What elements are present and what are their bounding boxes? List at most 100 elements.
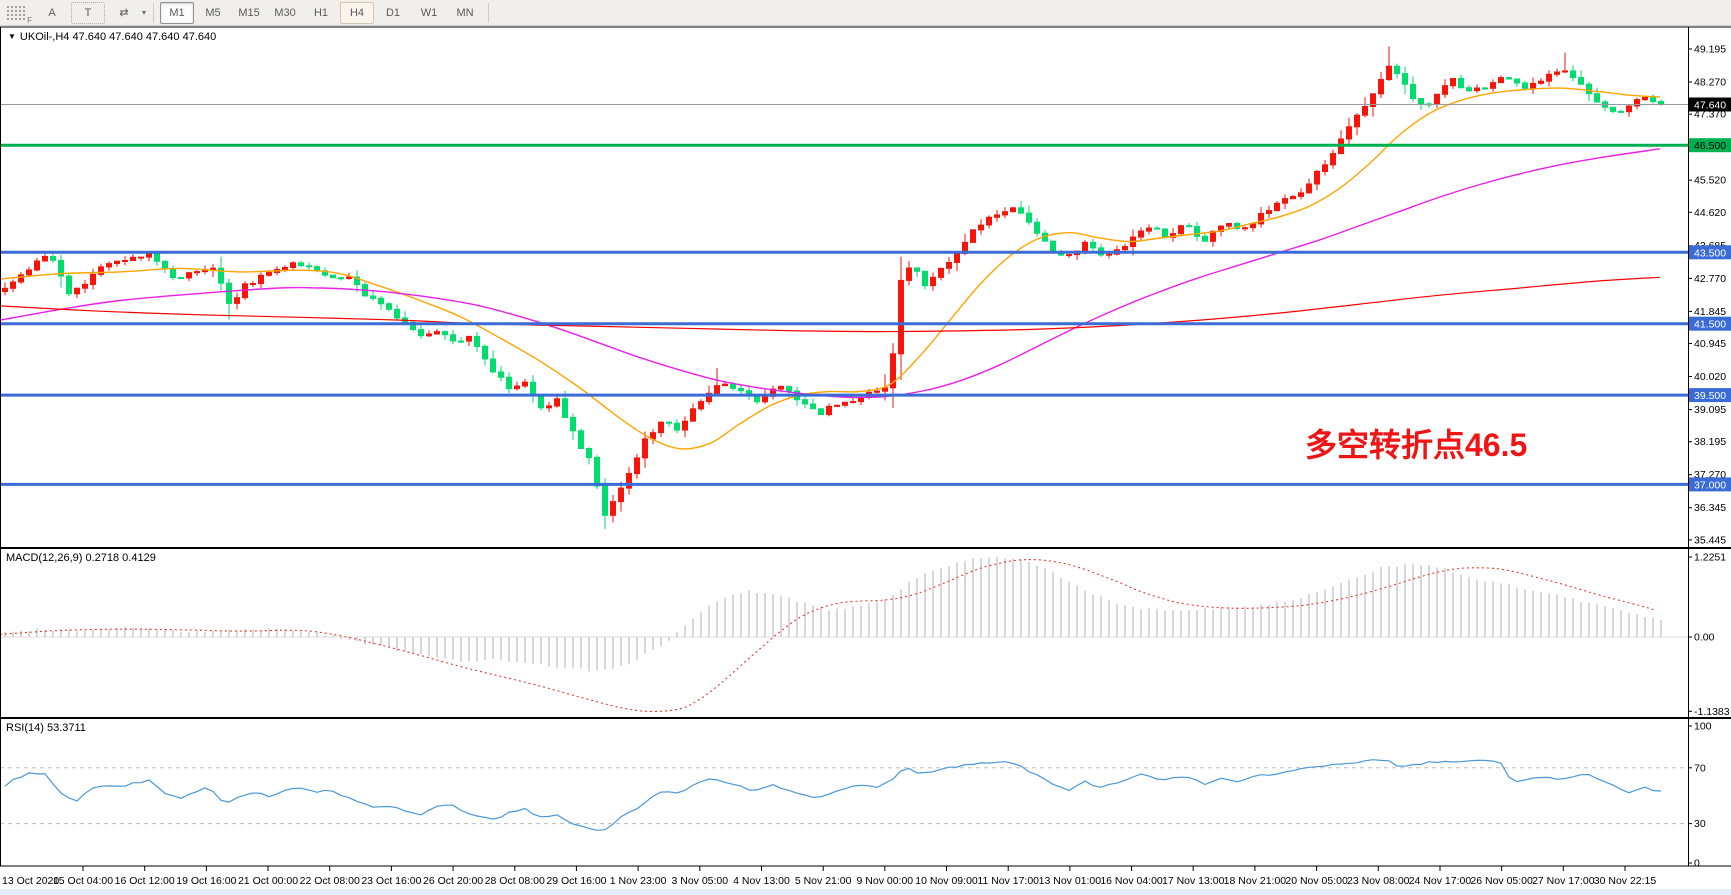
price-tick-label: 40.945 — [1694, 338, 1726, 350]
time-axis-label: 21 Oct 00:00 — [238, 875, 298, 887]
chart-background — [0, 26, 1731, 895]
chart-window: 49.19548.27047.37045.52044.62043.68542.7… — [0, 26, 1731, 895]
text-icon: T — [84, 6, 92, 19]
price-badge-47.640 — [1689, 97, 1731, 112]
toolbar-separator — [153, 2, 155, 23]
price-tick-label: 45.520 — [1694, 175, 1726, 187]
grip-f-label: F — [27, 16, 32, 25]
price-tick-label: 39.095 — [1694, 404, 1726, 416]
symbol-title: UKOil-,H4 47.640 47.640 47.640 47.640 — [19, 31, 217, 43]
price-badge-text: 41.500 — [1694, 319, 1726, 331]
price-badge-39.500 — [1689, 388, 1731, 403]
rsi-indicator-label: RSI(14) 53.3711 — [6, 722, 86, 734]
toolbar-separator-2 — [488, 2, 490, 23]
macd-tick-label: 1.2251 — [1694, 552, 1726, 564]
toolbar: F A T ⇄ ▾ M1 M5 M15 M30 H1 H4 D1 W1 MN — [0, 0, 1731, 26]
price-badge-text: 43.500 — [1694, 247, 1726, 259]
rsi-line — [4, 759, 1662, 831]
time-axis-label: 29 Oct 16:00 — [546, 875, 606, 887]
timeframe-button-M30[interactable]: M30 — [274, 6, 296, 19]
timeframe-button-D1[interactable]: D1 — [385, 6, 401, 19]
ma-fast-orange — [0, 87, 1661, 450]
price-tick-label: 35.445 — [1694, 534, 1726, 546]
price-tick-label: 42.770 — [1694, 273, 1726, 285]
price-badge-46.500 — [1689, 138, 1731, 153]
timeframe-button-M5[interactable]: M5 — [205, 6, 221, 19]
time-axis-label: 24 Nov 17:00 — [1409, 875, 1472, 887]
time-axis-label: 4 Nov 13:00 — [733, 875, 790, 887]
time-axis-label: 17 Nov 13:00 — [1162, 875, 1225, 887]
time-axis-label: 3 Nov 05:00 — [671, 875, 728, 887]
rsi-tick-label: 70 — [1694, 762, 1706, 774]
price-badge-37.000 — [1689, 477, 1731, 492]
font-icon: A — [48, 6, 56, 19]
font-tool-button[interactable]: A — [35, 2, 69, 24]
macd-indicator-label: MACD(12,26,9) 0.2718 0.4129 — [6, 552, 156, 564]
price-badge-text: 46.500 — [1694, 140, 1726, 152]
horizontal-lines — [0, 104, 1688, 486]
timeframe-button-M15[interactable]: M15 — [238, 6, 260, 19]
price-badge-text: 39.500 — [1694, 390, 1726, 402]
time-axis-label: 9 Nov 00:00 — [857, 875, 914, 887]
time-axis-label: 22 Oct 08:00 — [300, 875, 360, 887]
rsi-tick-label: 100 — [1694, 721, 1712, 733]
timeframe-button-group: M1 M5 M15 M30 H1 H4 D1 W1 MN — [159, 1, 483, 24]
macd-axis: 1.2251 0.00 -1.1383 — [1688, 552, 1730, 718]
price-badge-text: 37.000 — [1694, 479, 1726, 491]
ma-mid-magenta — [0, 148, 1661, 399]
price-tick-label: 44.620 — [1694, 207, 1726, 219]
time-axis-label: 16 Oct 12:00 — [115, 875, 175, 887]
symbol-header[interactable]: ▼ UKOil-,H4 47.640 47.640 47.640 47.640 — [8, 31, 216, 43]
price-badge-43.500 — [1689, 245, 1731, 260]
symbol-dropdown-icon[interactable]: ▼ — [8, 32, 16, 41]
time-axis-label: 23 Nov 08:00 — [1347, 875, 1410, 887]
chart-canvas[interactable]: 49.19548.27047.37045.52044.62043.68542.7… — [0, 26, 1731, 895]
price-tick-label: 47.370 — [1694, 109, 1726, 121]
time-axis-label: 13 Oct 2020 — [2, 875, 59, 887]
time-axis-label: 5 Nov 21:00 — [795, 875, 852, 887]
panel-borders — [0, 26, 1731, 867]
timeframe-button-W1[interactable]: W1 — [420, 6, 438, 19]
time-axis-label: 10 Nov 09:00 — [915, 875, 978, 887]
macd-tick-label: -1.1383 — [1694, 706, 1730, 718]
time-axis-label: 18 Nov 21:00 — [1224, 875, 1287, 887]
toolbar-dropdown-caret-icon[interactable]: ▾ — [142, 8, 147, 17]
macd-panel — [0, 556, 1688, 713]
timeframe-button-MN[interactable]: MN — [456, 6, 474, 19]
time-axis-label: 1 Nov 23:00 — [610, 875, 667, 887]
bottom-strip — [0, 889, 1731, 895]
macd-signal-line — [0, 559, 1657, 713]
arrange-arrows-button[interactable]: ⇄ — [107, 2, 141, 24]
price-tick-label: 48.270 — [1694, 77, 1726, 89]
rsi-tick-label: 0 — [1694, 858, 1700, 870]
text-tool-button[interactable]: T — [71, 1, 105, 24]
price-tick-label: 40.020 — [1694, 371, 1726, 383]
price-tick-label: 41.845 — [1694, 306, 1726, 318]
price-badge-41.500 — [1689, 316, 1731, 331]
rsi-tick-label: 30 — [1694, 818, 1706, 830]
price-tick-label: 49.195 — [1694, 44, 1726, 56]
time-axis-label: 20 Nov 05:00 — [1285, 875, 1348, 887]
price-tick-label: 38.195 — [1694, 436, 1726, 448]
time-axis-label: 28 Oct 08:00 — [485, 875, 545, 887]
price-badge-text: 47.640 — [1694, 100, 1726, 112]
toolbar-grip-icon[interactable]: F — [6, 5, 32, 25]
timeframe-button-H4[interactable]: H4 — [340, 1, 375, 24]
time-axis-label: 26 Oct 20:00 — [423, 875, 483, 887]
time-axis-label: 16 Nov 04:00 — [1100, 875, 1163, 887]
time-axis-label: 19 Oct 16:00 — [176, 875, 236, 887]
time-axis-label: 30 Nov 22:15 — [1594, 875, 1657, 887]
chart-text-annotation: 多空转折点46.5 — [1305, 427, 1528, 463]
time-axis-label: 27 Nov 17:00 — [1532, 875, 1595, 887]
time-axis-label: 23 Oct 16:00 — [361, 875, 421, 887]
timeframe-button-M1[interactable]: M1 — [160, 1, 195, 24]
time-axis-label: 26 Nov 05:00 — [1470, 875, 1533, 887]
time-axis-label: 13 Nov 01:00 — [1039, 875, 1102, 887]
timeframe-button-H1[interactable]: H1 — [313, 6, 329, 19]
macd-tick-label: 0.00 — [1694, 632, 1715, 644]
rsi-axis: 100 70 30 0 — [1688, 721, 1712, 870]
price-axis: 49.19548.27047.37045.52044.62043.68542.7… — [1688, 44, 1731, 546]
price-tick-label: 36.345 — [1694, 502, 1726, 514]
arrange-arrows-icon: ⇄ — [119, 7, 129, 19]
